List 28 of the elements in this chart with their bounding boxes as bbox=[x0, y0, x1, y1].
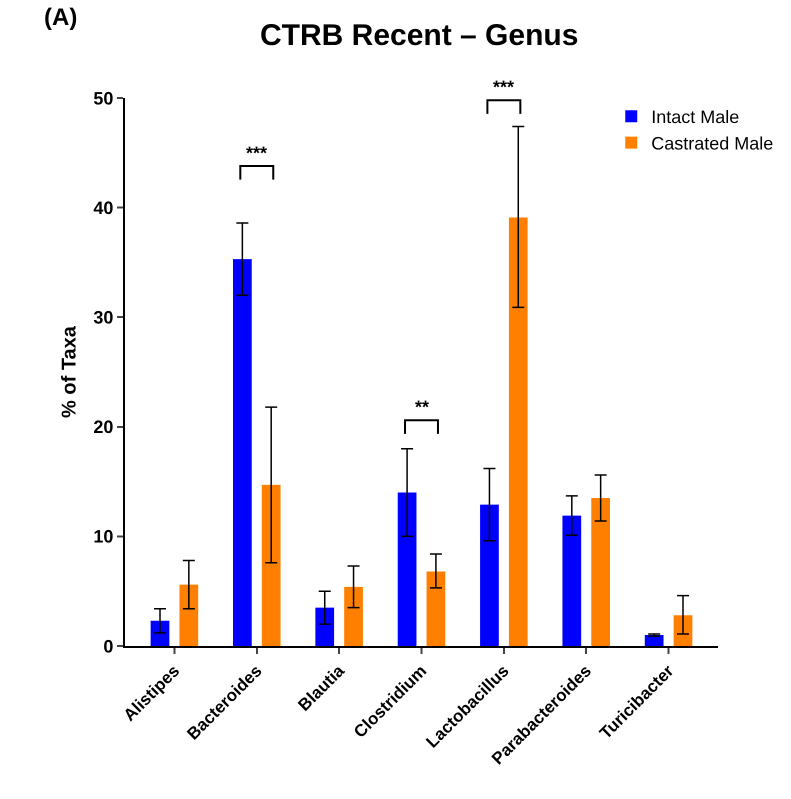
annotation: ** bbox=[415, 397, 430, 417]
y-tick-label: 50 bbox=[93, 88, 114, 108]
bar bbox=[644, 635, 664, 646]
text: *** bbox=[493, 77, 514, 97]
bar bbox=[398, 492, 416, 646]
bar bbox=[315, 608, 334, 646]
bar bbox=[426, 571, 446, 646]
bar bbox=[562, 516, 582, 646]
y-tick-label: 0 bbox=[103, 636, 114, 656]
bar bbox=[508, 217, 528, 646]
legend-label: Intact Male bbox=[651, 107, 740, 128]
bar bbox=[480, 504, 499, 646]
bar bbox=[150, 620, 170, 646]
bar bbox=[674, 615, 692, 646]
bar bbox=[179, 584, 198, 646]
annotation: *** bbox=[246, 143, 268, 163]
bar bbox=[344, 586, 363, 646]
bar bbox=[233, 259, 252, 646]
y-tick-label: 10 bbox=[93, 526, 114, 547]
bar bbox=[591, 498, 610, 646]
chart-title: CTRB Recent – Genus bbox=[260, 18, 578, 52]
y-tick-label: 40 bbox=[93, 198, 114, 218]
y-tick-label: 20 bbox=[93, 417, 114, 438]
legend-label: Castrated Male bbox=[651, 134, 774, 154]
bar bbox=[262, 484, 281, 646]
text: (A) bbox=[44, 4, 78, 31]
y-tick-label: 30 bbox=[93, 308, 114, 328]
y-axis-title: % of Taxa bbox=[58, 325, 80, 418]
